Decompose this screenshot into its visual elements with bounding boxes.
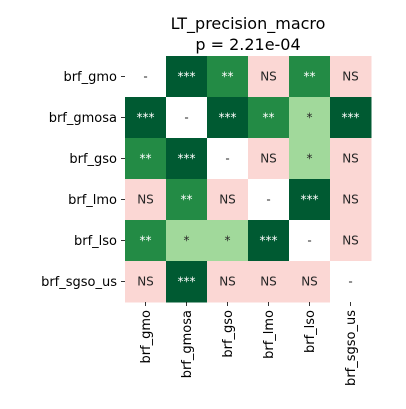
x-tick-label: brf_lso <box>303 310 318 353</box>
cell-brf-gmosa-brf-gmo <box>125 97 167 139</box>
cell-label: NS <box>219 275 236 289</box>
cell-brf-lso-brf-sgso-us <box>330 220 372 262</box>
cell-label: * <box>307 111 313 125</box>
cell-label: NS <box>342 234 359 248</box>
cell-brf-gmosa-brf-gso <box>207 97 249 139</box>
cell-label: NS <box>301 275 318 289</box>
cell-label: * <box>225 234 231 248</box>
cell-brf-gmo-brf-lso <box>289 56 331 98</box>
cell-brf-lmo-brf-gmosa <box>166 179 208 221</box>
cell-brf-lmo-brf-lso <box>289 179 331 221</box>
cell-label: ** <box>181 193 193 207</box>
x-tick-label: brf_sgso_us <box>344 310 359 386</box>
cell-label: NS <box>342 193 359 207</box>
cell-brf-lmo-brf-gmo <box>125 179 167 221</box>
chart-subtitle: p = 2.21e-04 <box>195 35 300 54</box>
cell-brf-sgso-us-brf-lmo <box>248 261 290 303</box>
cell-brf-gmo-brf-gmosa <box>166 56 208 98</box>
cell-label: NS <box>260 275 277 289</box>
cell-label: NS <box>260 70 277 84</box>
cell-label: ** <box>140 234 152 248</box>
cell-brf-gso-brf-lso <box>289 138 331 180</box>
cell-brf-lso-brf-gso <box>207 220 249 262</box>
cell-label: *** <box>301 193 319 207</box>
cell-label: *** <box>260 234 278 248</box>
cell-brf-sgso-us-brf-gmosa <box>166 261 208 303</box>
cell-label: - <box>266 193 270 207</box>
y-tick-label: brf_sgso_us <box>41 275 117 290</box>
cell-label: NS <box>219 193 236 207</box>
cell-brf-gmosa-brf-sgso-us <box>330 97 372 139</box>
cell-brf-sgso-us-brf-gmo <box>125 261 167 303</box>
cell-brf-gmo-brf-gso <box>207 56 249 98</box>
cell-label: NS <box>137 275 154 289</box>
cell-brf-gmo-brf-gmo <box>125 56 167 98</box>
cell-label: NS <box>137 193 154 207</box>
cell-brf-gso-brf-sgso-us <box>330 138 372 180</box>
cell-label: *** <box>137 111 155 125</box>
y-tick-label: brf_gmo <box>63 70 117 85</box>
cell-label: - <box>184 111 188 125</box>
cell-label: ** <box>304 70 316 84</box>
cell-brf-lmo-brf-lmo <box>248 179 290 221</box>
cell-label: *** <box>178 275 196 289</box>
cell-brf-gso-brf-gso <box>207 138 249 180</box>
cell-brf-gmosa-brf-gmosa <box>166 97 208 139</box>
cell-label: * <box>184 234 190 248</box>
y-tick-label: brf_lso <box>74 234 117 249</box>
cell-brf-gmo-brf-sgso-us <box>330 56 372 98</box>
cell-label: ** <box>222 70 234 84</box>
cell-label: ** <box>140 152 152 166</box>
cell-label: NS <box>342 152 359 166</box>
cell-brf-gmosa-brf-lmo <box>248 97 290 139</box>
y-tick-label: brf_gmosa <box>49 111 117 126</box>
cell-label: - <box>225 152 229 166</box>
y-tick-label: brf_gso <box>69 152 117 167</box>
cell-brf-gso-brf-lmo <box>248 138 290 180</box>
cell-brf-gmo-brf-lmo <box>248 56 290 98</box>
cell-brf-gmosa-brf-lso <box>289 97 331 139</box>
cell-brf-lso-brf-lso <box>289 220 331 262</box>
cell-brf-sgso-us-brf-sgso-us <box>330 261 372 303</box>
cell-brf-lmo-brf-sgso-us <box>330 179 372 221</box>
cell-label: - <box>307 234 311 248</box>
cell-brf-lso-brf-gmosa <box>166 220 208 262</box>
cell-label: *** <box>178 70 196 84</box>
cell-label: *** <box>178 152 196 166</box>
cell-brf-lmo-brf-gso <box>207 179 249 221</box>
cell-brf-gso-brf-gmo <box>125 138 167 180</box>
x-tick-label: brf_gmo <box>139 310 154 364</box>
cell-brf-sgso-us-brf-gso <box>207 261 249 303</box>
cell-brf-gso-brf-gmosa <box>166 138 208 180</box>
cell-label: *** <box>219 111 237 125</box>
chart-title: LT_precision_macro <box>171 14 326 34</box>
x-tick-label: brf_lmo <box>262 310 277 359</box>
cell-label: *** <box>342 111 360 125</box>
cell-label: - <box>348 275 352 289</box>
cell-brf-lso-brf-lmo <box>248 220 290 262</box>
cell-label: NS <box>342 70 359 84</box>
x-axis: brf_gmo brf_gmosa brf_gso brf_lmo brf_lso brf… <box>139 302 359 386</box>
cell-label: ** <box>263 111 275 125</box>
cell-label: * <box>307 152 313 166</box>
cell-label: - <box>143 70 147 84</box>
cell-label: NS <box>260 152 277 166</box>
cell-brf-sgso-us-brf-lso <box>289 261 331 303</box>
x-tick-label: brf_gso <box>221 310 236 358</box>
cell-brf-lso-brf-gmo <box>125 220 167 262</box>
y-axis: brf_gmo brf_gmosa brf_gso brf_lmo brf_lsobrf… <box>41 70 125 290</box>
y-tick-label: brf_lmo <box>68 193 117 208</box>
x-tick-label: brf_gmosa <box>180 310 195 378</box>
